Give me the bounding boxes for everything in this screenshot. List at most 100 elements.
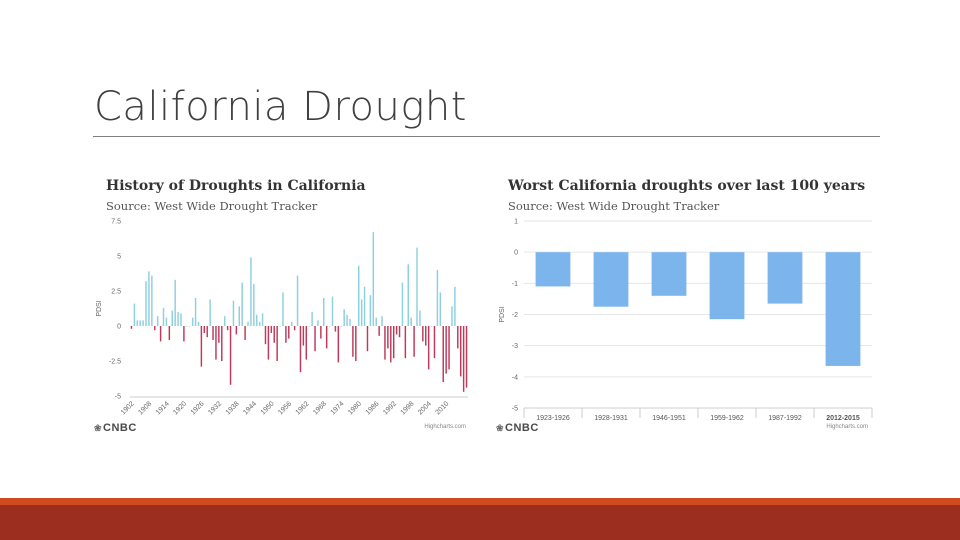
history-bar xyxy=(270,326,273,333)
history-x-tick-label: 1902 xyxy=(120,400,136,416)
history-droughts-chart: 7.5 5 2.5 0 -2.5 -5 PDSI 1902 1908 1914 1920 1926 19… xyxy=(92,168,472,438)
history-x-tick-label: 1926 xyxy=(190,400,206,416)
history-bar xyxy=(427,326,430,370)
history-bar xyxy=(183,326,185,342)
history-bar xyxy=(419,310,421,326)
history-bar xyxy=(288,326,290,339)
worst-x-tick-label: 1959-1962 xyxy=(710,415,744,422)
history-bar xyxy=(334,326,337,332)
history-x-tick-label: 1986 xyxy=(365,400,381,416)
history-bar xyxy=(232,300,235,326)
history-bar xyxy=(191,317,194,326)
history-bar xyxy=(375,317,377,326)
history-x-tick-label: 1938 xyxy=(225,400,241,416)
history-bar xyxy=(454,286,456,326)
history-y-axis-label: PDSI xyxy=(96,300,103,316)
history-bar xyxy=(369,295,372,326)
cnbc-logo: ❀CNBC xyxy=(496,422,539,434)
history-x-tick-label: 1998 xyxy=(400,400,416,416)
worst-y-axis-label: PDSI xyxy=(499,306,506,322)
history-bar xyxy=(302,326,305,346)
cnbc-logo-text: CNBC xyxy=(103,422,137,434)
history-bar xyxy=(142,320,144,326)
history-bar xyxy=(168,326,171,340)
history-bar xyxy=(290,321,293,326)
history-bar xyxy=(244,326,246,340)
history-bar xyxy=(273,326,275,343)
history-bar xyxy=(159,326,162,342)
peacock-icon: ❀ xyxy=(496,423,505,433)
history-x-tick-label: 1914 xyxy=(155,400,171,416)
history-x-tick-label: 1968 xyxy=(312,400,328,416)
history-bar xyxy=(221,326,223,361)
history-y-tick-label: 5 xyxy=(117,254,121,261)
history-bar xyxy=(352,326,354,357)
highcharts-credit: Highcharts.com xyxy=(826,424,868,430)
history-bar xyxy=(256,314,258,326)
history-bar xyxy=(212,326,214,340)
worst-x-tick-label: 1928-1931 xyxy=(594,415,628,422)
history-bar xyxy=(282,292,284,326)
history-bar xyxy=(337,326,340,363)
history-bar xyxy=(323,298,325,326)
history-bar xyxy=(340,326,342,327)
worst-x-tick-label: 1987-1992 xyxy=(768,415,802,422)
history-bar xyxy=(311,312,313,326)
cnbc-logo: ❀CNBC xyxy=(94,422,137,434)
history-bar xyxy=(235,326,238,335)
history-bar xyxy=(197,321,200,326)
history-bar xyxy=(465,326,468,388)
history-x-tick-label: 1956 xyxy=(277,400,293,416)
history-bar xyxy=(238,306,240,326)
worst-chart-title: Worst California droughts over last 100 … xyxy=(508,178,866,194)
history-bar xyxy=(296,275,299,326)
worst-chart-subtitle: Source: West Wide Drought Tracker xyxy=(508,199,720,213)
history-bar xyxy=(180,313,182,326)
history-bar xyxy=(258,321,261,326)
history-x-tick-label: 1992 xyxy=(382,400,398,416)
history-bar xyxy=(404,326,407,359)
worst-bar xyxy=(767,252,803,304)
history-bar xyxy=(148,271,150,326)
history-bar xyxy=(346,314,348,326)
history-chart-subtitle: Source: West Wide Drought Tracker xyxy=(106,199,318,213)
peacock-icon: ❀ xyxy=(94,423,103,433)
title-divider xyxy=(93,136,880,137)
history-bar xyxy=(407,264,409,326)
worst-droughts-chart: 1 0 -1 -2 -3 -4 -5 PDSI 1923-1926 1928-1931 1946-1… xyxy=(494,168,874,438)
worst-bar xyxy=(651,252,687,296)
worst-x-tick-label: 1923-1926 xyxy=(536,415,570,422)
history-bar xyxy=(154,326,156,331)
history-y-tick-label: 2.5 xyxy=(111,289,121,296)
worst-chart-plot: 1 0 -1 -2 -3 -4 -5 PDSI 1923-1926 1928-1931 1946-1… xyxy=(499,219,873,422)
history-bar xyxy=(136,320,139,326)
history-bar xyxy=(387,326,389,349)
history-bar xyxy=(177,312,179,326)
history-bar xyxy=(189,326,191,327)
history-bar xyxy=(442,326,444,382)
footer-band xyxy=(0,505,960,540)
history-bar xyxy=(162,307,165,326)
worst-bar xyxy=(709,252,745,320)
history-bar xyxy=(360,299,363,326)
history-x-tick-label: 1980 xyxy=(347,400,363,416)
history-bar xyxy=(436,270,439,326)
history-x-tick-label: 1962 xyxy=(295,400,311,416)
history-bar xyxy=(413,326,415,357)
history-bar xyxy=(439,292,442,326)
history-bar xyxy=(314,326,316,352)
history-bar xyxy=(241,282,243,326)
history-bar xyxy=(223,316,226,326)
history-bar xyxy=(305,326,308,360)
history-bar xyxy=(343,309,345,326)
history-bar xyxy=(215,326,217,360)
history-bar xyxy=(203,326,206,333)
history-bar xyxy=(279,326,281,327)
history-bar xyxy=(145,281,147,326)
history-bar xyxy=(171,310,173,326)
history-bar xyxy=(358,265,360,326)
history-bar xyxy=(174,279,176,326)
history-x-tick-label: 2010 xyxy=(435,400,451,416)
history-bar xyxy=(328,326,331,327)
history-bar xyxy=(293,326,296,331)
